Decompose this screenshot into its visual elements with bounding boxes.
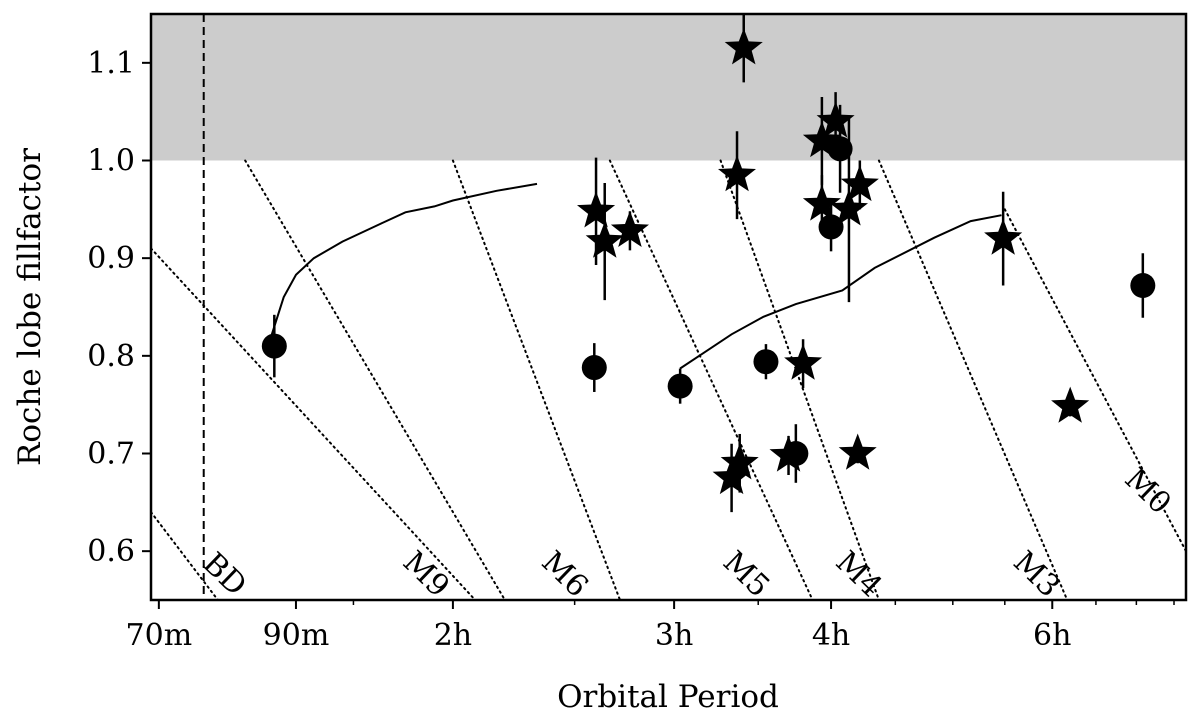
data-points <box>261 28 1156 495</box>
y-axis-title: Roche lobe fillfactor <box>12 148 48 466</box>
star-marker <box>784 343 823 380</box>
x-tick-label: 2h <box>434 618 472 653</box>
track-long <box>679 214 1002 370</box>
x-tick-label: 90m <box>263 618 330 653</box>
dotted-line-m9 <box>244 159 506 600</box>
circle-marker <box>581 355 607 381</box>
star-marker <box>840 164 879 202</box>
spectral-label-m5: M5 <box>716 545 776 605</box>
circle-marker <box>667 373 693 399</box>
star-marker <box>802 121 841 158</box>
evolution-tracks <box>270 182 1002 370</box>
spectral-label-m3: M3 <box>1006 545 1066 605</box>
circle-marker <box>818 214 844 240</box>
y-tick-label: 1.1 <box>87 46 135 81</box>
x-axis-title: Orbital Period <box>557 679 779 715</box>
plot-frame <box>149 12 1188 602</box>
y-axis-ticks: 0.6 0.7 0.8 0.9 1.0 1.1 <box>87 46 151 569</box>
star-marker <box>585 221 624 258</box>
spectral-type-lines <box>151 159 1186 600</box>
dotted-line-m5 <box>608 159 814 600</box>
star-marker <box>816 101 855 138</box>
y-tick-label: 0.8 <box>87 339 135 374</box>
x-axis-ticks: 70m 90m 2h 3h 4h 6h <box>126 600 1175 653</box>
x-tick-label: 3h <box>655 618 693 653</box>
dotted-line-m6 <box>451 159 621 600</box>
star-marker <box>577 191 616 228</box>
star-marker <box>984 218 1023 255</box>
track-short <box>270 182 538 337</box>
star-marker <box>838 433 877 470</box>
circle-marker <box>783 441 809 466</box>
circle-marker <box>753 349 779 375</box>
x-tick-label: 4h <box>812 618 850 653</box>
circle-marker <box>261 333 287 359</box>
spectral-label-m4: M4 <box>829 545 889 605</box>
dotted-line-m0 <box>1003 208 1186 553</box>
star-marker <box>829 189 868 226</box>
circle-marker <box>827 136 853 162</box>
spectral-label-m6: M6 <box>535 545 595 605</box>
y-tick-label: 0.7 <box>87 437 135 472</box>
star-marker <box>610 210 649 247</box>
circle-marker <box>1130 273 1156 299</box>
dotted-line-m4 <box>719 159 880 600</box>
y-tick-label: 1.0 <box>87 144 135 179</box>
y-tick-label: 0.9 <box>87 241 135 276</box>
overfill-shaded-region <box>151 14 1186 161</box>
dotted-line-bd <box>151 511 219 600</box>
x-tick-label: 70m <box>126 618 193 653</box>
y-tick-label: 0.6 <box>87 534 135 569</box>
star-marker <box>1051 386 1090 423</box>
star-marker <box>718 155 756 192</box>
dotted-line-m3 <box>877 159 1069 600</box>
star-marker <box>724 28 763 65</box>
spectral-label-m9: M9 <box>396 545 456 605</box>
dotted-line-unlabeled-1 <box>151 247 477 600</box>
star-marker <box>720 443 759 480</box>
spectral-label-m0: M0 <box>1118 462 1178 522</box>
x-tick-label: 6h <box>1033 618 1071 653</box>
star-marker <box>802 184 841 221</box>
